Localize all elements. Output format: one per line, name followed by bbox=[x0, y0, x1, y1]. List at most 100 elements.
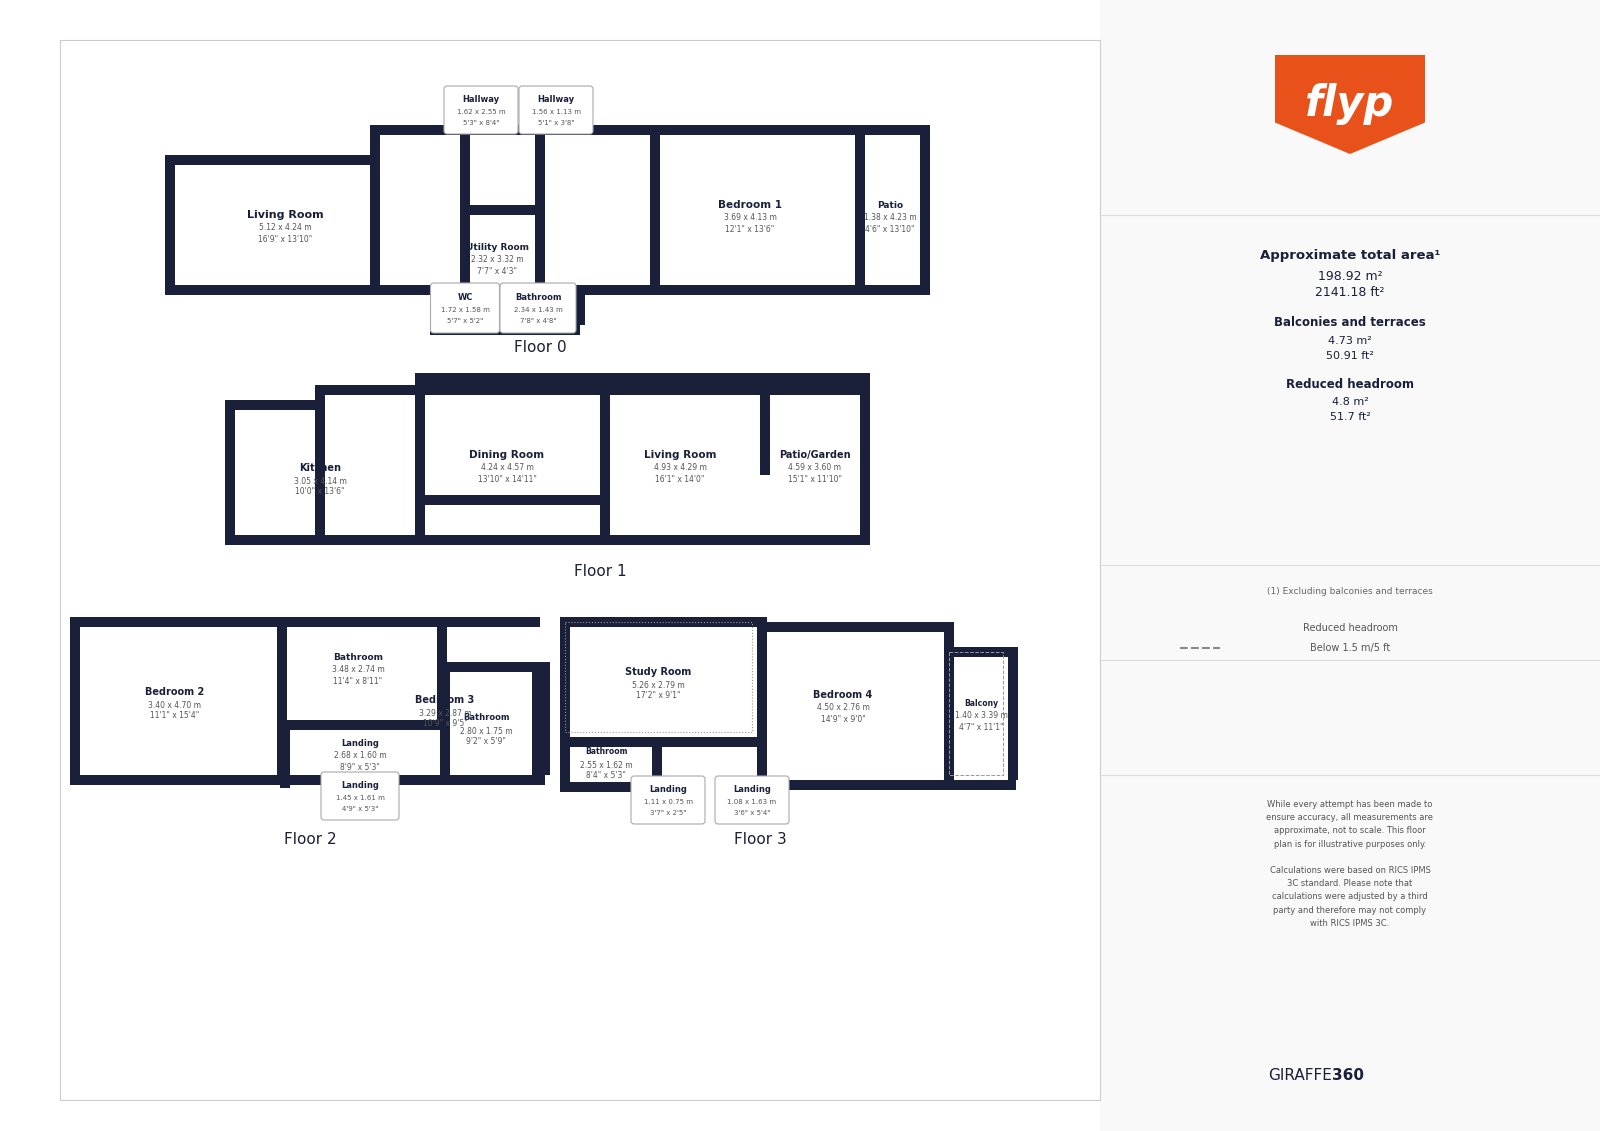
Bar bbox=[370, 285, 870, 295]
Text: 4.73 m²: 4.73 m² bbox=[1328, 336, 1371, 346]
Text: 2.55 x 1.62 m: 2.55 x 1.62 m bbox=[579, 760, 632, 769]
Bar bbox=[541, 662, 550, 775]
FancyBboxPatch shape bbox=[430, 283, 499, 333]
Bar bbox=[226, 400, 315, 411]
Bar bbox=[1101, 0, 1600, 1131]
Text: 2.80 x 1.75 m: 2.80 x 1.75 m bbox=[459, 726, 512, 735]
Text: Landing: Landing bbox=[733, 786, 771, 794]
Text: 4'6" x 13'10": 4'6" x 13'10" bbox=[866, 224, 915, 233]
FancyBboxPatch shape bbox=[715, 776, 789, 824]
Bar bbox=[854, 126, 930, 135]
Bar bbox=[560, 618, 570, 737]
Text: While every attempt has been made to
ensure accuracy, all measurements are
appro: While every attempt has been made to ens… bbox=[1267, 800, 1434, 927]
Text: Patio: Patio bbox=[877, 200, 902, 209]
Text: 4.93 x 4.29 m: 4.93 x 4.29 m bbox=[653, 464, 707, 473]
Bar bbox=[560, 618, 765, 627]
Text: Bedroom 1: Bedroom 1 bbox=[718, 200, 782, 210]
Bar bbox=[315, 535, 870, 545]
Bar bbox=[280, 775, 440, 785]
Text: Bathroom: Bathroom bbox=[515, 294, 562, 302]
Text: 7'8" x 4'8": 7'8" x 4'8" bbox=[520, 318, 557, 323]
Text: 8'9" x 5'3": 8'9" x 5'3" bbox=[341, 762, 379, 771]
Text: Bedroom 3: Bedroom 3 bbox=[416, 696, 475, 705]
Text: Bathroom: Bathroom bbox=[333, 653, 382, 662]
Bar bbox=[560, 782, 661, 792]
Bar bbox=[70, 618, 80, 785]
Bar bbox=[560, 737, 570, 789]
Text: 1.72 x 1.58 m: 1.72 x 1.58 m bbox=[440, 307, 490, 313]
Bar bbox=[346, 618, 541, 627]
Bar bbox=[854, 126, 866, 135]
Bar bbox=[437, 618, 446, 720]
Text: Bedroom 4: Bedroom 4 bbox=[813, 690, 872, 700]
Bar bbox=[560, 737, 765, 746]
Text: 5.12 x 4.24 m: 5.12 x 4.24 m bbox=[259, 224, 312, 233]
Text: 2.34 x 1.43 m: 2.34 x 1.43 m bbox=[514, 307, 562, 313]
Text: 1.38 x 4.23 m: 1.38 x 4.23 m bbox=[864, 214, 917, 223]
Text: Bathroom: Bathroom bbox=[462, 714, 509, 723]
Bar bbox=[461, 126, 470, 210]
Text: 4.50 x 2.76 m: 4.50 x 2.76 m bbox=[816, 703, 869, 713]
Bar bbox=[414, 373, 870, 385]
Text: 4.59 x 3.60 m: 4.59 x 3.60 m bbox=[789, 464, 842, 473]
Text: 198.92 m²: 198.92 m² bbox=[1318, 270, 1382, 284]
Text: 5'1" x 3'8": 5'1" x 3'8" bbox=[538, 120, 574, 126]
Bar bbox=[757, 618, 766, 737]
Bar bbox=[226, 400, 235, 545]
Bar bbox=[430, 285, 440, 325]
Text: Living Room: Living Room bbox=[246, 210, 323, 221]
Bar bbox=[277, 618, 286, 785]
Text: 3.48 x 2.74 m: 3.48 x 2.74 m bbox=[331, 665, 384, 674]
Text: WC: WC bbox=[458, 294, 472, 302]
Bar bbox=[920, 126, 930, 295]
FancyBboxPatch shape bbox=[630, 776, 706, 824]
Bar bbox=[414, 385, 426, 545]
Bar bbox=[165, 155, 174, 295]
Bar bbox=[760, 385, 770, 475]
Bar bbox=[949, 651, 1003, 775]
Text: 2.32 x 3.32 m: 2.32 x 3.32 m bbox=[470, 256, 523, 265]
Text: Landing: Landing bbox=[650, 786, 686, 794]
Text: 4'7" x 11'1": 4'7" x 11'1" bbox=[958, 723, 1003, 732]
Text: 360: 360 bbox=[1331, 1068, 1363, 1082]
Bar bbox=[440, 662, 541, 672]
Text: flyp: flyp bbox=[1306, 83, 1395, 126]
Bar bbox=[226, 535, 315, 545]
Text: 8'4" x 5'3": 8'4" x 5'3" bbox=[586, 771, 626, 780]
Text: Landing: Landing bbox=[341, 739, 379, 748]
Text: 3.40 x 4.70 m: 3.40 x 4.70 m bbox=[149, 700, 202, 709]
Bar bbox=[531, 662, 542, 775]
Bar bbox=[944, 647, 954, 780]
Bar bbox=[534, 200, 546, 295]
Text: Floor 2: Floor 2 bbox=[283, 832, 336, 847]
Bar bbox=[70, 618, 285, 627]
Text: 2141.18 ft²: 2141.18 ft² bbox=[1315, 286, 1384, 300]
Text: Bedroom 2: Bedroom 2 bbox=[146, 687, 205, 697]
Text: Below 1.5 m/5 ft: Below 1.5 m/5 ft bbox=[1310, 644, 1390, 653]
Bar bbox=[944, 780, 1016, 789]
Bar bbox=[165, 285, 381, 295]
Bar bbox=[280, 720, 290, 788]
Text: GIRAFFE: GIRAFFE bbox=[1269, 1068, 1331, 1082]
Bar bbox=[499, 285, 510, 325]
Bar bbox=[757, 622, 952, 632]
Bar bbox=[854, 126, 866, 295]
Bar bbox=[461, 205, 470, 295]
Bar bbox=[1008, 647, 1018, 780]
Text: 3.69 x 4.13 m: 3.69 x 4.13 m bbox=[723, 214, 776, 223]
Text: 1.08 x 1.63 m: 1.08 x 1.63 m bbox=[728, 798, 776, 805]
Bar bbox=[944, 622, 954, 780]
Text: Dining Room: Dining Room bbox=[469, 450, 544, 460]
FancyBboxPatch shape bbox=[499, 283, 576, 333]
Bar bbox=[600, 495, 610, 545]
Text: Living Room: Living Room bbox=[643, 450, 717, 460]
Bar bbox=[315, 385, 325, 545]
Bar bbox=[534, 126, 546, 210]
Text: Landing: Landing bbox=[341, 782, 379, 791]
Bar bbox=[370, 126, 870, 135]
Text: Reduced headroom: Reduced headroom bbox=[1302, 623, 1397, 633]
Text: 5'7" x 5'2": 5'7" x 5'2" bbox=[446, 318, 483, 323]
Bar bbox=[574, 285, 586, 325]
Text: Patio/Garden: Patio/Garden bbox=[779, 450, 851, 460]
Bar bbox=[440, 775, 541, 785]
